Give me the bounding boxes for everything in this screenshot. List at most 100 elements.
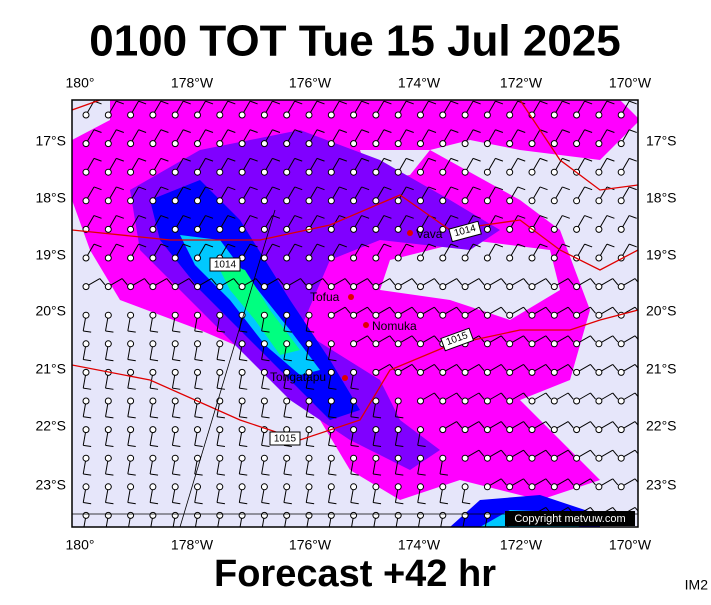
barb-flag [523, 478, 530, 486]
barb-flag [160, 100, 169, 105]
barb-station [350, 483, 358, 491]
barb-station [216, 168, 224, 176]
barb-flag [150, 330, 159, 333]
barb-station [372, 454, 380, 462]
barb-station [506, 283, 514, 291]
barb-flag [195, 531, 203, 532]
barb-flag [194, 502, 203, 505]
isobar-label: 1014 [448, 220, 482, 243]
barb-station [372, 340, 380, 348]
barb-station [461, 254, 469, 262]
barb-station [528, 283, 536, 291]
barb-station [305, 111, 313, 119]
barb-station [305, 454, 313, 462]
barb-station [350, 511, 358, 519]
barb-flag [261, 444, 270, 448]
barb-stem [644, 393, 658, 401]
barb-flag [462, 502, 471, 505]
barb-flag [105, 473, 114, 476]
barb-station [595, 311, 603, 319]
barb-station [238, 283, 246, 291]
lat-label: 22°S [35, 418, 66, 434]
barb-station [528, 197, 536, 205]
barb-station [483, 454, 491, 462]
barb-flag [188, 278, 195, 286]
isobar-label: 1015 [269, 431, 301, 446]
barb-station [171, 311, 179, 319]
barb-station [573, 140, 581, 148]
barb-station [573, 311, 581, 319]
barb-station [372, 311, 380, 319]
barb-station [238, 111, 246, 119]
barb-flag [584, 157, 593, 162]
barb-flag [367, 335, 373, 343]
barb-station [283, 140, 291, 148]
barb-flag [456, 306, 463, 314]
barb-station [171, 397, 179, 405]
barb-flag [249, 157, 258, 162]
barb-station [641, 455, 647, 461]
barb-flag [495, 186, 504, 191]
barb-flag [433, 392, 440, 400]
barb-station [483, 426, 491, 434]
barb-station [461, 311, 469, 319]
barb-station [350, 340, 358, 348]
barb-station [461, 140, 469, 148]
barb-flag [83, 531, 91, 532]
barb-flag [150, 531, 158, 532]
barb-flag [183, 100, 191, 105]
barb-flag [249, 129, 258, 133]
barb-flag [612, 278, 619, 286]
barb-station [305, 340, 313, 348]
barb-station [372, 368, 380, 376]
barb-flag [612, 421, 619, 429]
barb-flag [306, 330, 315, 333]
barb-flag [406, 243, 414, 248]
barb-station [461, 368, 469, 376]
barb-station [506, 426, 514, 434]
barb-flag [652, 101, 660, 104]
barb-flag [562, 157, 570, 162]
barb-flag [428, 100, 437, 105]
barb-station [350, 426, 358, 434]
barb-stem [644, 507, 658, 515]
barb-station [372, 426, 380, 434]
barb-station [506, 368, 514, 376]
barb-station [283, 511, 291, 519]
barb-flag [160, 157, 169, 162]
barb-flag [545, 364, 552, 371]
barb-station [439, 254, 447, 262]
barb-flag [629, 186, 637, 191]
barb-flag [216, 444, 226, 448]
barb-flag [116, 186, 124, 191]
barb-flag [428, 186, 437, 191]
barb-station [394, 311, 402, 319]
barb-station [394, 454, 402, 462]
barb-flag [106, 531, 114, 532]
barb-station [417, 168, 424, 176]
barb-station [305, 397, 313, 405]
barb-station [573, 225, 581, 233]
barb-station [260, 111, 268, 119]
barb-station [327, 283, 335, 291]
barb-flag [361, 243, 370, 248]
barb-station [216, 111, 224, 119]
lon-label: 180° [66, 537, 95, 553]
barb-station [127, 225, 135, 233]
barb-flag [517, 243, 526, 248]
barb-station [372, 397, 380, 405]
barb-station [260, 225, 268, 233]
barb-station [528, 368, 536, 376]
barb-flag [283, 359, 292, 362]
barb-flag [194, 387, 203, 390]
barb-station [127, 197, 135, 205]
barb-flag [539, 100, 548, 105]
barb-flag [116, 100, 124, 105]
barb-station [216, 511, 224, 519]
barb-station [550, 368, 558, 376]
barb-station [394, 397, 402, 405]
barb-station [372, 225, 380, 233]
barb-flag [227, 215, 236, 219]
barb-station [550, 111, 558, 119]
barb-flag [456, 421, 463, 429]
